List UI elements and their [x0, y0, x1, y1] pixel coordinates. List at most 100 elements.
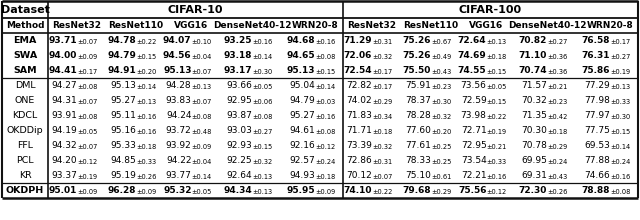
Text: 94.79: 94.79	[107, 51, 136, 60]
Text: OKDDip: OKDDip	[6, 126, 44, 135]
Text: 71.10: 71.10	[518, 51, 547, 60]
Text: 94.07: 94.07	[163, 36, 191, 45]
Text: ±0.09: ±0.09	[315, 189, 335, 195]
Text: 71.35: 71.35	[521, 111, 547, 120]
Text: 71.29: 71.29	[344, 36, 372, 45]
Text: 77.88: 77.88	[584, 156, 610, 165]
Text: ±0.18: ±0.18	[315, 174, 335, 180]
Text: KDCL: KDCL	[12, 111, 38, 120]
Text: ±0.15: ±0.15	[252, 144, 272, 150]
Text: ±0.42: ±0.42	[547, 114, 568, 120]
Text: 75.56: 75.56	[458, 186, 486, 195]
Text: ±0.08: ±0.08	[77, 114, 97, 120]
Text: ±0.13: ±0.13	[191, 84, 212, 90]
Text: ±0.15: ±0.15	[136, 54, 156, 60]
Text: 75.26: 75.26	[403, 51, 431, 60]
Text: 94.78: 94.78	[108, 36, 136, 45]
Text: ±0.16: ±0.16	[315, 39, 335, 45]
Text: 77.60: 77.60	[405, 126, 431, 135]
Text: ±0.04: ±0.04	[191, 54, 212, 60]
Text: 93.03: 93.03	[226, 126, 252, 135]
Text: 69.53: 69.53	[584, 141, 610, 150]
Text: 94.68: 94.68	[286, 36, 315, 45]
Text: ±0.19: ±0.19	[610, 69, 630, 75]
Text: ResNet32: ResNet32	[348, 21, 397, 30]
Text: ±0.14: ±0.14	[252, 54, 272, 60]
Text: ±0.07: ±0.07	[77, 144, 97, 150]
Text: ±0.16: ±0.16	[315, 114, 335, 120]
Text: ±0.30: ±0.30	[610, 114, 630, 120]
Text: 94.61: 94.61	[289, 126, 315, 135]
Text: ±0.18: ±0.18	[372, 129, 392, 135]
Text: ±0.23: ±0.23	[547, 99, 567, 105]
Text: ±0.29: ±0.29	[547, 144, 567, 150]
Text: 73.39: 73.39	[346, 141, 372, 150]
Text: ±0.34: ±0.34	[372, 114, 392, 120]
Text: 95.11: 95.11	[110, 111, 136, 120]
Text: 92.25: 92.25	[227, 156, 252, 165]
Text: EMA: EMA	[13, 36, 36, 45]
Text: VGG16: VGG16	[174, 21, 209, 30]
Text: 92.16: 92.16	[289, 141, 315, 150]
Text: 94.22: 94.22	[166, 156, 191, 165]
Text: ±0.08: ±0.08	[610, 189, 630, 195]
Text: 70.32: 70.32	[521, 96, 547, 105]
Text: 95.32: 95.32	[163, 186, 191, 195]
Text: ±0.03: ±0.03	[315, 99, 335, 105]
Text: 73.98: 73.98	[461, 111, 486, 120]
Text: 95.27: 95.27	[110, 96, 136, 105]
Text: 94.19: 94.19	[51, 126, 77, 135]
Text: 92.64: 92.64	[227, 171, 252, 180]
Text: 74.55: 74.55	[458, 66, 486, 75]
Text: 93.66: 93.66	[226, 81, 252, 90]
Text: ±0.07: ±0.07	[77, 39, 97, 45]
Text: 72.06: 72.06	[344, 51, 372, 60]
Text: ±0.08: ±0.08	[77, 84, 97, 90]
Text: ±0.27: ±0.27	[610, 54, 630, 60]
Text: ONE: ONE	[15, 96, 35, 105]
Text: 71.83: 71.83	[346, 111, 372, 120]
Text: ±0.21: ±0.21	[547, 84, 567, 90]
Text: ±0.20: ±0.20	[136, 69, 156, 75]
Text: OKDPH: OKDPH	[6, 186, 44, 195]
Text: 93.25: 93.25	[223, 36, 252, 45]
Text: ±0.06: ±0.06	[252, 99, 273, 105]
Text: ±0.36: ±0.36	[547, 54, 567, 60]
Text: 72.95: 72.95	[461, 141, 486, 150]
Text: 72.30: 72.30	[518, 186, 547, 195]
Text: ±0.09: ±0.09	[77, 189, 97, 195]
Text: ±0.07: ±0.07	[191, 69, 212, 75]
Text: ±0.22: ±0.22	[136, 39, 156, 45]
Text: 95.19: 95.19	[110, 171, 136, 180]
Text: WRN20-8: WRN20-8	[292, 21, 339, 30]
Text: 92.93: 92.93	[227, 141, 252, 150]
Text: ±0.30: ±0.30	[252, 69, 272, 75]
Text: ±0.24: ±0.24	[610, 159, 630, 165]
Text: ±0.24: ±0.24	[547, 159, 568, 165]
Text: ±0.05: ±0.05	[486, 84, 507, 90]
Text: ±0.23: ±0.23	[431, 84, 451, 90]
Text: ±0.14: ±0.14	[610, 144, 630, 150]
Text: 77.61: 77.61	[405, 141, 431, 150]
Text: ±0.33: ±0.33	[610, 99, 630, 105]
Text: ±0.22: ±0.22	[372, 189, 392, 195]
Text: 77.98: 77.98	[584, 96, 610, 105]
Text: 71.71: 71.71	[346, 126, 372, 135]
Text: 96.28: 96.28	[108, 186, 136, 195]
Text: ±0.20: ±0.20	[431, 129, 451, 135]
Text: ±0.07: ±0.07	[77, 99, 97, 105]
Text: ±0.26: ±0.26	[547, 189, 568, 195]
Text: 75.86: 75.86	[582, 66, 610, 75]
Text: ±0.10: ±0.10	[191, 39, 212, 45]
Text: 75.91: 75.91	[405, 81, 431, 90]
Text: 72.64: 72.64	[458, 36, 486, 45]
Text: 93.71: 93.71	[49, 36, 77, 45]
Text: 72.59: 72.59	[461, 96, 486, 105]
Text: 74.66: 74.66	[584, 171, 610, 180]
Text: Method: Method	[6, 21, 44, 30]
Text: 70.12: 70.12	[346, 171, 372, 180]
Text: DenseNet40-12: DenseNet40-12	[508, 21, 586, 30]
Text: 75.50: 75.50	[403, 66, 431, 75]
Text: 70.78: 70.78	[521, 141, 547, 150]
Text: ±0.05: ±0.05	[191, 189, 212, 195]
